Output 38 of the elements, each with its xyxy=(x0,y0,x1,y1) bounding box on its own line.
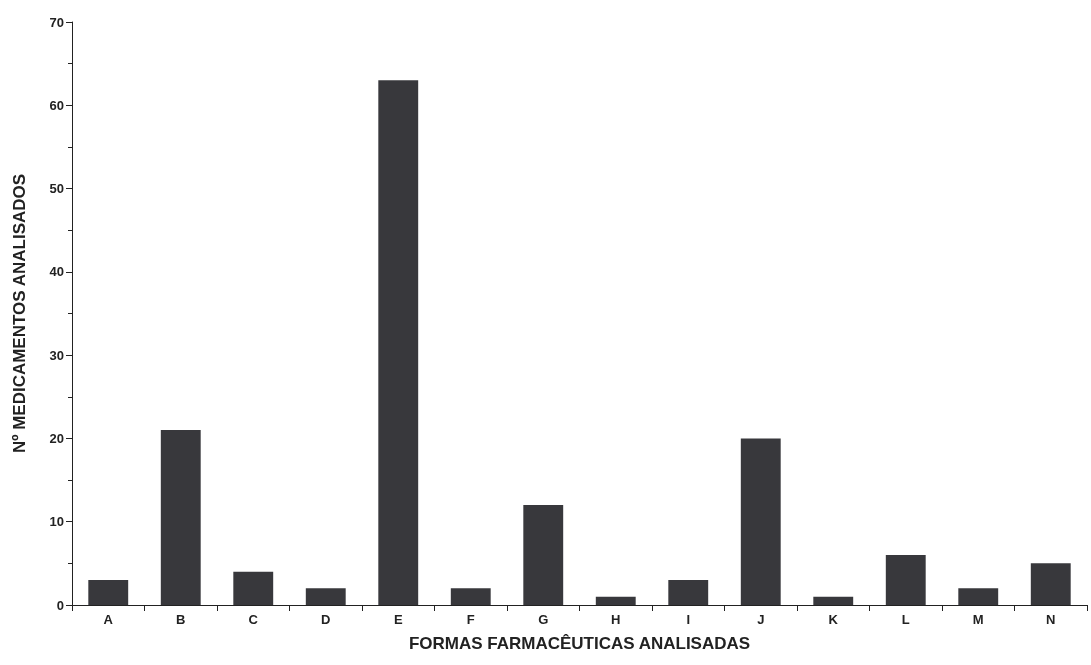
x-tick-label: G xyxy=(538,612,549,627)
x-tick-label: B xyxy=(176,612,186,627)
x-tick-label: E xyxy=(393,612,403,627)
y-axis-title: Nº MEDICAMENTOS ANALISADOS xyxy=(10,173,29,454)
bar xyxy=(88,580,129,605)
x-tick-label: N xyxy=(1046,612,1056,627)
x-tick-label: L xyxy=(901,612,910,627)
x-tick-label: F xyxy=(466,612,475,627)
y-tick-label: 30 xyxy=(49,347,64,363)
bar xyxy=(668,580,709,605)
x-tick-label: A xyxy=(103,612,114,627)
bar xyxy=(305,588,346,605)
bar xyxy=(813,596,854,605)
y-tick-label: 40 xyxy=(49,264,64,280)
bar xyxy=(450,588,491,605)
y-tick-label: 0 xyxy=(56,597,64,613)
x-tick-label: M xyxy=(972,612,984,627)
x-tick-label: K xyxy=(828,612,839,627)
y-tick-label: 70 xyxy=(49,14,64,30)
bar xyxy=(885,555,926,605)
y-tick-label: 60 xyxy=(49,97,64,113)
x-tick-label: C xyxy=(248,612,259,627)
bar xyxy=(233,571,274,605)
x-axis-title: FORMAS FARMACÊUTICAS ANALISADAS xyxy=(408,634,751,653)
bar xyxy=(740,438,781,605)
bar xyxy=(1030,563,1071,605)
x-tick-label: H xyxy=(611,612,621,627)
y-tick-label: 50 xyxy=(49,181,64,197)
bar xyxy=(378,80,419,605)
bar xyxy=(160,430,201,605)
x-tick-label: I xyxy=(686,612,691,627)
y-tick-label: 20 xyxy=(49,430,64,446)
y-tick-label: 10 xyxy=(49,514,64,530)
bar xyxy=(523,505,564,605)
bar xyxy=(958,588,999,605)
x-tick-label: J xyxy=(757,612,765,627)
x-tick-label: D xyxy=(321,612,331,627)
bar xyxy=(595,596,636,605)
